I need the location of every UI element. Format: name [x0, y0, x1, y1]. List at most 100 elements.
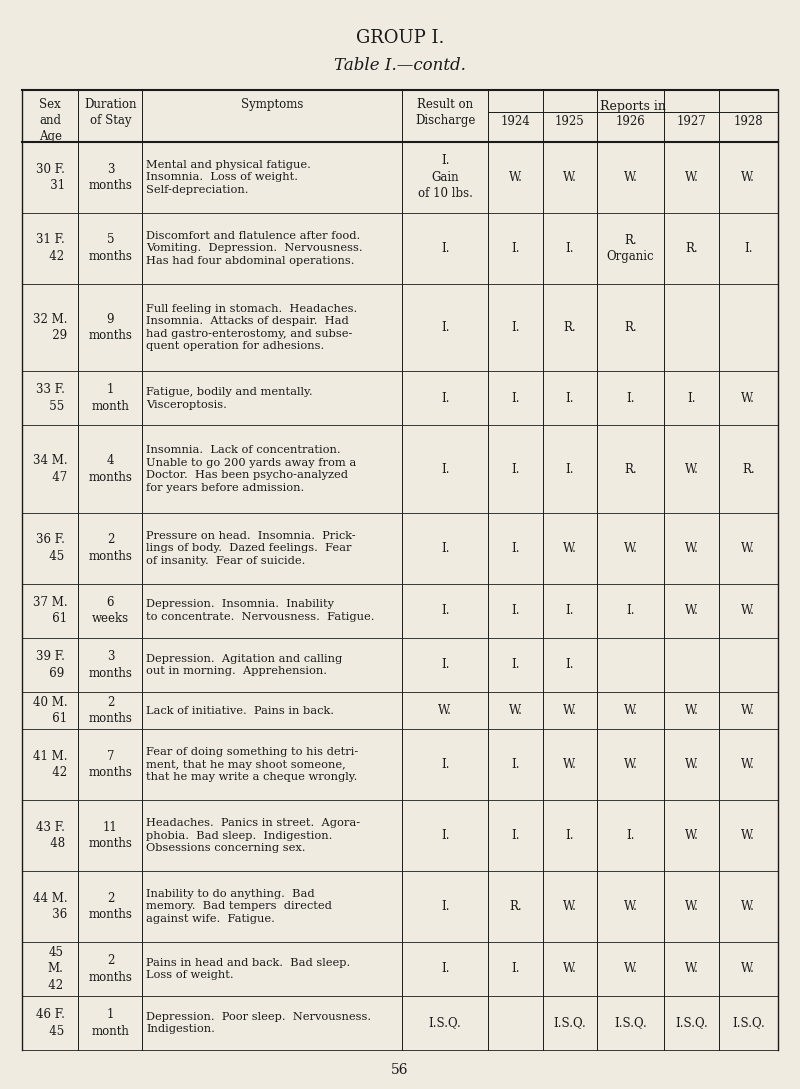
Text: W.: W. — [562, 541, 577, 554]
Text: 45
M.
   42: 45 M. 42 — [37, 946, 63, 992]
Text: 1
month: 1 month — [91, 383, 130, 413]
Text: 6
weeks: 6 weeks — [92, 596, 129, 625]
Text: 34 M.
   47: 34 M. 47 — [33, 454, 67, 484]
Text: 1928: 1928 — [734, 115, 763, 129]
Text: I.: I. — [566, 604, 574, 617]
Text: Pains in head and back.  Bad sleep.
Loss of weight.: Pains in head and back. Bad sleep. Loss … — [146, 957, 350, 980]
Text: W.: W. — [685, 758, 698, 771]
Text: Insomnia.  Lack of concentration.
Unable to go 200 yards away from a
Doctor.  Ha: Insomnia. Lack of concentration. Unable … — [146, 445, 357, 493]
Text: W.: W. — [562, 900, 577, 913]
Text: W.: W. — [562, 758, 577, 771]
Text: I.: I. — [441, 541, 450, 554]
Text: R.: R. — [685, 242, 698, 255]
Text: 36 F.
   45: 36 F. 45 — [36, 534, 65, 563]
Text: 2
months: 2 months — [89, 696, 132, 725]
Text: I.: I. — [511, 659, 520, 671]
Text: 4
months: 4 months — [89, 454, 132, 484]
Text: I.S.Q.: I.S.Q. — [732, 1016, 765, 1029]
Text: 5
months: 5 months — [89, 233, 132, 262]
Text: Inability to do anything.  Bad
memory.  Bad tempers  directed
against wife.  Fat: Inability to do anything. Bad memory. Ba… — [146, 889, 332, 923]
Text: 37 M.
   61: 37 M. 61 — [33, 596, 67, 625]
Text: I.S.Q.: I.S.Q. — [675, 1016, 708, 1029]
Text: W.: W. — [685, 829, 698, 842]
Text: I.S.Q.: I.S.Q. — [429, 1016, 462, 1029]
Text: I.: I. — [511, 604, 520, 617]
Text: W.: W. — [624, 705, 638, 717]
Text: 11
months: 11 months — [89, 821, 132, 851]
Text: 1925: 1925 — [554, 115, 585, 129]
Text: 56: 56 — [391, 1063, 409, 1077]
Text: I.: I. — [511, 392, 520, 405]
Text: Reports in: Reports in — [600, 100, 666, 113]
Text: 31 F.
   42: 31 F. 42 — [36, 233, 65, 262]
Text: 43 F.
   48: 43 F. 48 — [36, 821, 65, 851]
Text: I.: I. — [511, 321, 520, 334]
Text: Depression.  Insomnia.  Inability
to concentrate.  Nervousness.  Fatigue.: Depression. Insomnia. Inability to conce… — [146, 599, 375, 622]
Text: I.: I. — [441, 829, 450, 842]
Text: W.: W. — [509, 171, 522, 184]
Text: I.: I. — [566, 829, 574, 842]
Text: I.: I. — [441, 659, 450, 671]
Text: W.: W. — [742, 900, 755, 913]
Text: 40 M.
   61: 40 M. 61 — [33, 696, 67, 725]
Text: 9
months: 9 months — [89, 313, 132, 342]
Text: 2
months: 2 months — [89, 534, 132, 563]
Text: Depression.  Agitation and calling
out in morning.  Apprehension.: Depression. Agitation and calling out in… — [146, 653, 342, 676]
Text: W.: W. — [438, 705, 452, 717]
Text: I.S.Q.: I.S.Q. — [614, 1016, 647, 1029]
Text: 2
months: 2 months — [89, 892, 132, 921]
Text: W.: W. — [562, 171, 577, 184]
Text: Full feeling in stomach.  Headaches.
Insomnia.  Attacks of despair.  Had
had gas: Full feeling in stomach. Headaches. Inso… — [146, 304, 358, 352]
Text: I.: I. — [511, 758, 520, 771]
Text: 1924: 1924 — [501, 115, 530, 129]
Text: W.: W. — [685, 963, 698, 976]
Text: 32 M.
   29: 32 M. 29 — [33, 313, 67, 342]
Text: W.: W. — [742, 705, 755, 717]
Text: R.: R. — [742, 463, 754, 476]
Text: GROUP I.: GROUP I. — [356, 29, 444, 47]
Text: Table I.—contd.: Table I.—contd. — [334, 57, 466, 73]
Text: I.: I. — [566, 392, 574, 405]
Text: Sex
and
Age: Sex and Age — [38, 98, 62, 143]
Text: I.: I. — [441, 758, 450, 771]
Text: R.: R. — [509, 900, 522, 913]
Text: W.: W. — [624, 758, 638, 771]
Text: 1
month: 1 month — [91, 1008, 130, 1038]
Text: 44 M.
   36: 44 M. 36 — [33, 892, 67, 921]
Text: 41 M.
   42: 41 M. 42 — [33, 750, 67, 780]
Text: Duration
of Stay: Duration of Stay — [84, 98, 137, 127]
Text: I.: I. — [441, 392, 450, 405]
Text: I.: I. — [626, 829, 635, 842]
Text: 33 F.
   55: 33 F. 55 — [36, 383, 65, 413]
Text: 3
months: 3 months — [89, 650, 132, 680]
Text: I.: I. — [441, 242, 450, 255]
Text: W.: W. — [562, 963, 577, 976]
Text: W.: W. — [742, 829, 755, 842]
Text: 3
months: 3 months — [89, 162, 132, 192]
Text: Result on
Discharge: Result on Discharge — [415, 98, 475, 127]
Text: W.: W. — [685, 604, 698, 617]
Text: W.: W. — [742, 758, 755, 771]
Text: I.: I. — [441, 604, 450, 617]
Text: Lack of initiative.  Pains in back.: Lack of initiative. Pains in back. — [146, 706, 334, 715]
Text: R.: R. — [624, 321, 637, 334]
Text: I.: I. — [687, 392, 696, 405]
Text: 1926: 1926 — [616, 115, 646, 129]
Text: I.
Gain
of 10 lbs.: I. Gain of 10 lbs. — [418, 155, 473, 200]
Text: I.: I. — [566, 242, 574, 255]
Text: W.: W. — [742, 392, 755, 405]
Text: Pressure on head.  Insomnia.  Prick-
lings of body.  Dazed feelings.  Fear
of in: Pressure on head. Insomnia. Prick- lings… — [146, 530, 356, 566]
Text: R.: R. — [563, 321, 576, 334]
Text: W.: W. — [742, 963, 755, 976]
Text: I.: I. — [566, 659, 574, 671]
Text: Mental and physical fatigue.
Insomnia.  Loss of weight.
Self-depreciation.: Mental and physical fatigue. Insomnia. L… — [146, 160, 311, 195]
Text: W.: W. — [509, 705, 522, 717]
Text: W.: W. — [685, 463, 698, 476]
Text: 30 F.
   31: 30 F. 31 — [36, 162, 65, 192]
Text: W.: W. — [685, 900, 698, 913]
Text: W.: W. — [624, 963, 638, 976]
Text: 2
months: 2 months — [89, 954, 132, 983]
Text: W.: W. — [742, 171, 755, 184]
Text: Discomfort and flatulence after food.
Vomiting.  Depression.  Nervousness.
Has h: Discomfort and flatulence after food. Vo… — [146, 231, 363, 266]
Text: I.: I. — [511, 963, 520, 976]
